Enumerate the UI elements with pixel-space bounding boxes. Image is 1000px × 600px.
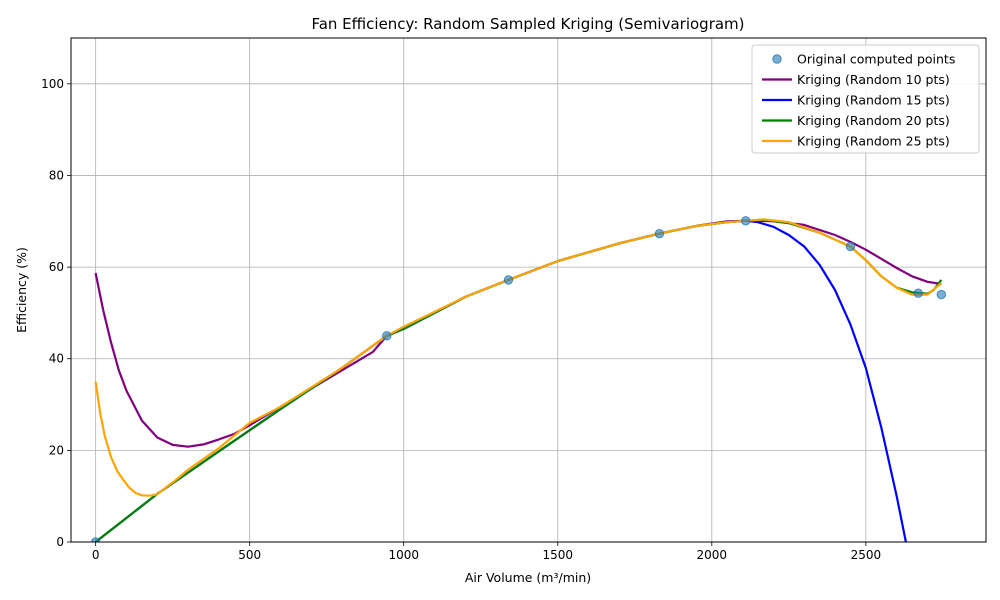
legend-label: Kriging (Random 20 pts) xyxy=(797,113,950,128)
legend-label: Kriging (Random 25 pts) xyxy=(797,134,950,149)
y-tick-label: 60 xyxy=(49,260,64,274)
data-point xyxy=(845,241,856,252)
y-tick-label: 100 xyxy=(41,77,64,91)
data-point xyxy=(913,288,923,298)
data-point xyxy=(936,289,947,300)
y-tick-label: 20 xyxy=(49,443,64,457)
chart-title: Fan Efficiency: Random Sampled Kriging (… xyxy=(311,15,744,33)
x-tick-label: 2000 xyxy=(697,548,728,562)
series-lines xyxy=(94,218,943,542)
legend-box xyxy=(751,44,980,154)
y-tick-label: 0 xyxy=(56,535,64,549)
x-tick-label: 1500 xyxy=(542,548,573,562)
y-tick-label: 40 xyxy=(49,352,64,366)
y-tick-label: 80 xyxy=(49,168,64,182)
data-point xyxy=(740,216,751,226)
x-axis-ticks: 0 500 1000 1500 2000 2500 xyxy=(92,542,881,562)
x-tick-label: 500 xyxy=(238,548,261,562)
data-point xyxy=(503,275,514,285)
data-point xyxy=(654,228,665,239)
x-tick-label: 1000 xyxy=(388,548,419,562)
y-axis-label: Efficiency (%) xyxy=(14,247,29,333)
data-points xyxy=(90,216,947,542)
y-axis-ticks: 0 20 40 60 80 100 xyxy=(41,77,71,549)
plot-frame xyxy=(70,37,987,543)
data-point xyxy=(382,331,392,341)
legend: Original computed points Kriging (Random … xyxy=(751,44,980,154)
x-tick-label: 0 xyxy=(92,548,100,562)
legend-label: Kriging (Random 10 pts) xyxy=(797,72,950,87)
legend-label: Original computed points xyxy=(797,52,955,67)
legend-label: Kriging (Random 15 pts) xyxy=(797,93,950,108)
legend-marker-points xyxy=(772,54,782,64)
x-tick-label: 2500 xyxy=(851,548,882,562)
x-axis-label: Air Volume (m³/min) xyxy=(465,570,591,585)
series-line-4 xyxy=(94,218,943,497)
